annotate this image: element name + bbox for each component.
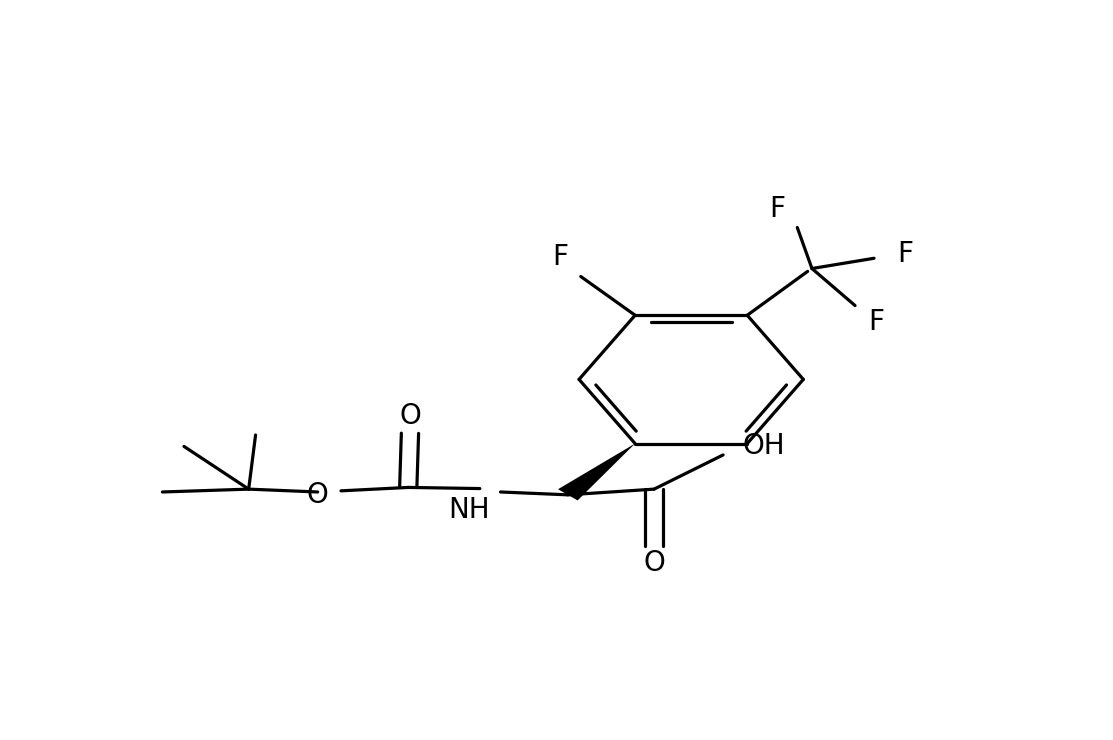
Text: F: F	[868, 308, 885, 335]
Text: F: F	[552, 243, 568, 271]
Text: O: O	[307, 481, 328, 509]
Text: O: O	[400, 403, 422, 430]
Text: F: F	[769, 195, 786, 223]
Text: NH: NH	[447, 497, 490, 524]
Text: OH: OH	[742, 432, 785, 460]
Text: O: O	[643, 549, 664, 577]
Text: F: F	[897, 240, 913, 269]
Polygon shape	[558, 443, 636, 500]
